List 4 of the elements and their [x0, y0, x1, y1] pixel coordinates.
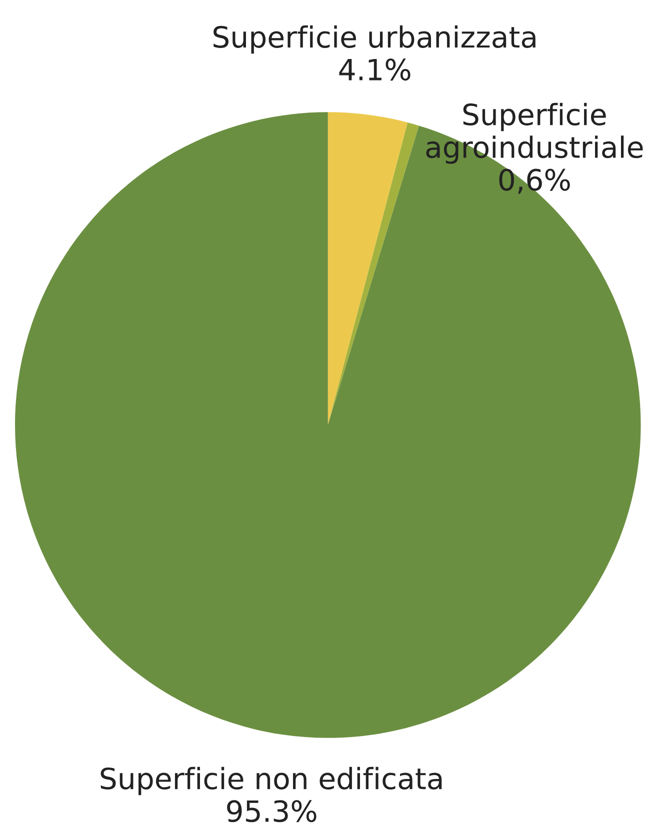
data-label: 95.3%: [227, 800, 316, 822]
slice-label: Superficie non edificata: [100, 766, 442, 796]
slice-label: Superficie urbanizzata: [214, 25, 536, 54]
data-label: 4.1%: [339, 58, 410, 81]
